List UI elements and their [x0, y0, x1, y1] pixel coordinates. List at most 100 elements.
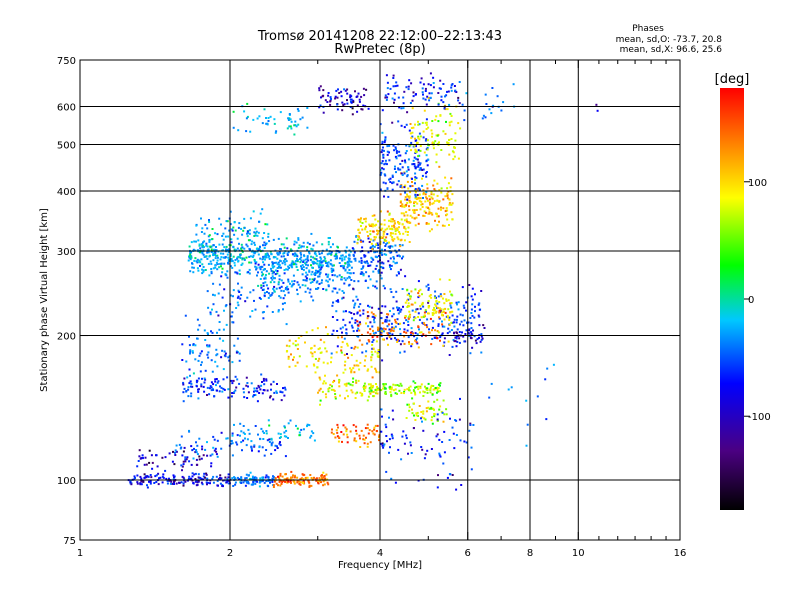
scatter-point [421, 174, 424, 177]
scatter-point [414, 382, 417, 384]
scatter-point [422, 429, 425, 432]
scatter-point [404, 301, 407, 304]
scatter-point [236, 434, 239, 437]
scatter-point [424, 139, 427, 142]
scatter-point [310, 255, 313, 258]
scatter-point [348, 254, 351, 257]
scatter-point [195, 451, 198, 454]
scatter-point [318, 253, 321, 255]
scatter-point [384, 96, 387, 99]
scatter-point [381, 149, 384, 152]
scatter-point [371, 325, 374, 328]
scatter-point [201, 243, 204, 245]
scatter-point [307, 259, 310, 262]
scatter-point [253, 251, 256, 254]
scatter-point [372, 258, 375, 261]
scatter-point [218, 476, 221, 479]
scatter-point [295, 241, 298, 244]
scatter-point [232, 110, 235, 113]
scatter-point [203, 240, 206, 243]
scatter-point [242, 387, 245, 390]
scatter-point [396, 183, 399, 186]
scatter-point [219, 482, 222, 485]
scatter-point [375, 287, 378, 290]
scatter-point [340, 90, 343, 93]
scatter-point [274, 256, 277, 259]
scatter-point [376, 352, 379, 355]
scatter-point [316, 260, 319, 262]
scatter-point [399, 328, 401, 331]
scatter-point [236, 476, 239, 479]
series-4 [174, 429, 287, 460]
scatter-point [449, 186, 452, 189]
scatter-point [427, 158, 430, 161]
scatter-point [366, 427, 369, 430]
scatter-point [354, 259, 357, 262]
scatter-point [267, 120, 270, 122]
scatter-point [274, 449, 277, 452]
scatter-point [395, 274, 398, 277]
scatter-point [310, 247, 313, 250]
scatter-point [430, 212, 433, 214]
scatter-point [377, 254, 380, 257]
scatter-point [263, 268, 266, 271]
scatter-point [218, 321, 221, 323]
scatter-point [196, 318, 199, 321]
scatter-point [221, 243, 224, 246]
scatter-point [407, 85, 410, 88]
scatter-point [405, 150, 408, 152]
scatter-point [276, 445, 278, 448]
scatter-point [242, 391, 245, 394]
scatter-point [250, 382, 253, 385]
scatter-point [151, 461, 154, 464]
scatter-point [235, 441, 238, 444]
scatter-point [327, 483, 330, 486]
scatter-point [214, 264, 217, 267]
scatter-point [331, 304, 334, 307]
scatter-point [412, 380, 415, 383]
scatter-point [144, 456, 147, 459]
scatter-point [250, 445, 253, 448]
scatter-point [320, 257, 323, 260]
scatter-point [351, 317, 354, 320]
scatter-point [217, 314, 220, 317]
phase-stats-heading: Phases [632, 24, 664, 34]
scatter-point [414, 195, 417, 198]
scatter-point [182, 400, 185, 403]
series-19 [318, 85, 370, 116]
scatter-point [371, 214, 374, 217]
scatter-point [287, 422, 290, 425]
scatter-point [467, 456, 470, 459]
scatter-point [431, 202, 434, 205]
scatter-point [451, 202, 454, 205]
scatter-point [195, 441, 197, 444]
scatter-point [480, 335, 483, 338]
scatter-point [319, 403, 321, 406]
scatter-point [427, 222, 430, 225]
scatter-point [422, 192, 425, 194]
scatter-point [172, 474, 175, 477]
scatter-point [414, 217, 416, 220]
scatter-point [377, 230, 380, 232]
scatter-point [197, 328, 200, 331]
scatter-point [369, 225, 372, 227]
scatter-point [436, 142, 439, 145]
scatter-point [385, 435, 388, 437]
scatter-point [207, 481, 209, 484]
scatter-point [198, 455, 201, 458]
scatter-point [318, 389, 321, 392]
scatter-point [346, 344, 349, 347]
scatter-point [212, 383, 215, 386]
scatter-point [194, 358, 197, 361]
scatter-point [223, 309, 225, 312]
scatter-point [191, 385, 194, 388]
scatter-point [230, 258, 233, 261]
scatter-point [216, 256, 219, 259]
scatter-point [174, 454, 177, 456]
scatter-point [247, 482, 250, 485]
scatter-point [388, 245, 391, 248]
scatter-point [433, 413, 436, 416]
scatter-point [400, 107, 403, 110]
scatter-point [328, 278, 331, 281]
scatter-point [366, 445, 369, 448]
